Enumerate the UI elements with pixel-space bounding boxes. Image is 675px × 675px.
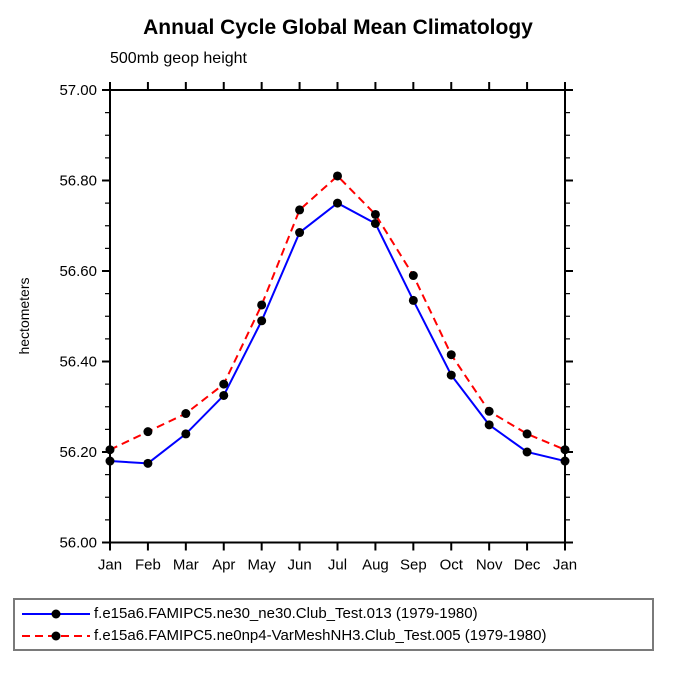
x-tick-label: Jan [98,557,122,574]
legend-label-series2: f.e15a6.FAMIPC5.ne0np4-VarMeshNH3.Club_T… [94,627,547,644]
legend-line-sample-blue [22,609,90,618]
plot-area: 56.00 56.20 56.40 56.60 56.80 57.00 Jan Feb Mar A… [59,82,577,574]
x-tick-labels: Jan Feb Mar Apr May Jun Jul Aug Sep Oct Nov Dec Jan [98,557,577,574]
x-tick-label: Dec [514,557,541,574]
x-tick-label: Feb [135,557,161,574]
y-tick-label: 56.40 [59,354,97,371]
legend-line-sample-red [22,631,90,640]
series-line-1 [109,201,566,465]
y-tick-labels: 56.00 56.20 56.40 56.60 56.80 57.00 [59,82,97,552]
y-tick-label: 57.00 [59,82,97,99]
y-tick-label: 56.00 [59,535,97,552]
x-tick-label: Aug [362,557,389,574]
y-ticks [102,89,573,544]
legend-item-series2: f.e15a6.FAMIPC5.ne0np4-VarMeshNH3.Club_T… [20,627,652,644]
x-tick-label: Oct [440,557,464,574]
y-tick-label: 56.20 [59,444,97,461]
x-tick-label: Nov [476,557,503,574]
x-tick-label: May [247,557,276,574]
y-tick-label: 56.80 [59,173,97,190]
x-tick-label: Jun [287,557,311,574]
series-markers-1 [105,198,570,468]
chart-subtitle: 500mb geop height [110,50,247,67]
x-tick-label: Jul [328,557,347,574]
plot-frame [109,89,566,544]
series-line-2 [109,174,566,451]
legend-box: f.e15a6.FAMIPC5.ne30_ne30.Club_Test.013 … [13,598,654,651]
x-tick-label: Mar [173,557,199,574]
legend-item-series1: f.e15a6.FAMIPC5.ne30_ne30.Club_Test.013 … [20,605,652,622]
y-tick-label: 56.60 [59,263,97,280]
x-ticks [109,82,566,551]
series-markers-2 [105,171,570,455]
legend-label-series1: f.e15a6.FAMIPC5.ne30_ne30.Club_Test.013 … [94,605,478,622]
x-tick-label: Apr [212,557,235,574]
chart-title: Annual Cycle Global Mean Climatology [143,16,533,39]
x-tick-label: Jan [553,557,577,574]
x-tick-label: Sep [400,557,427,574]
